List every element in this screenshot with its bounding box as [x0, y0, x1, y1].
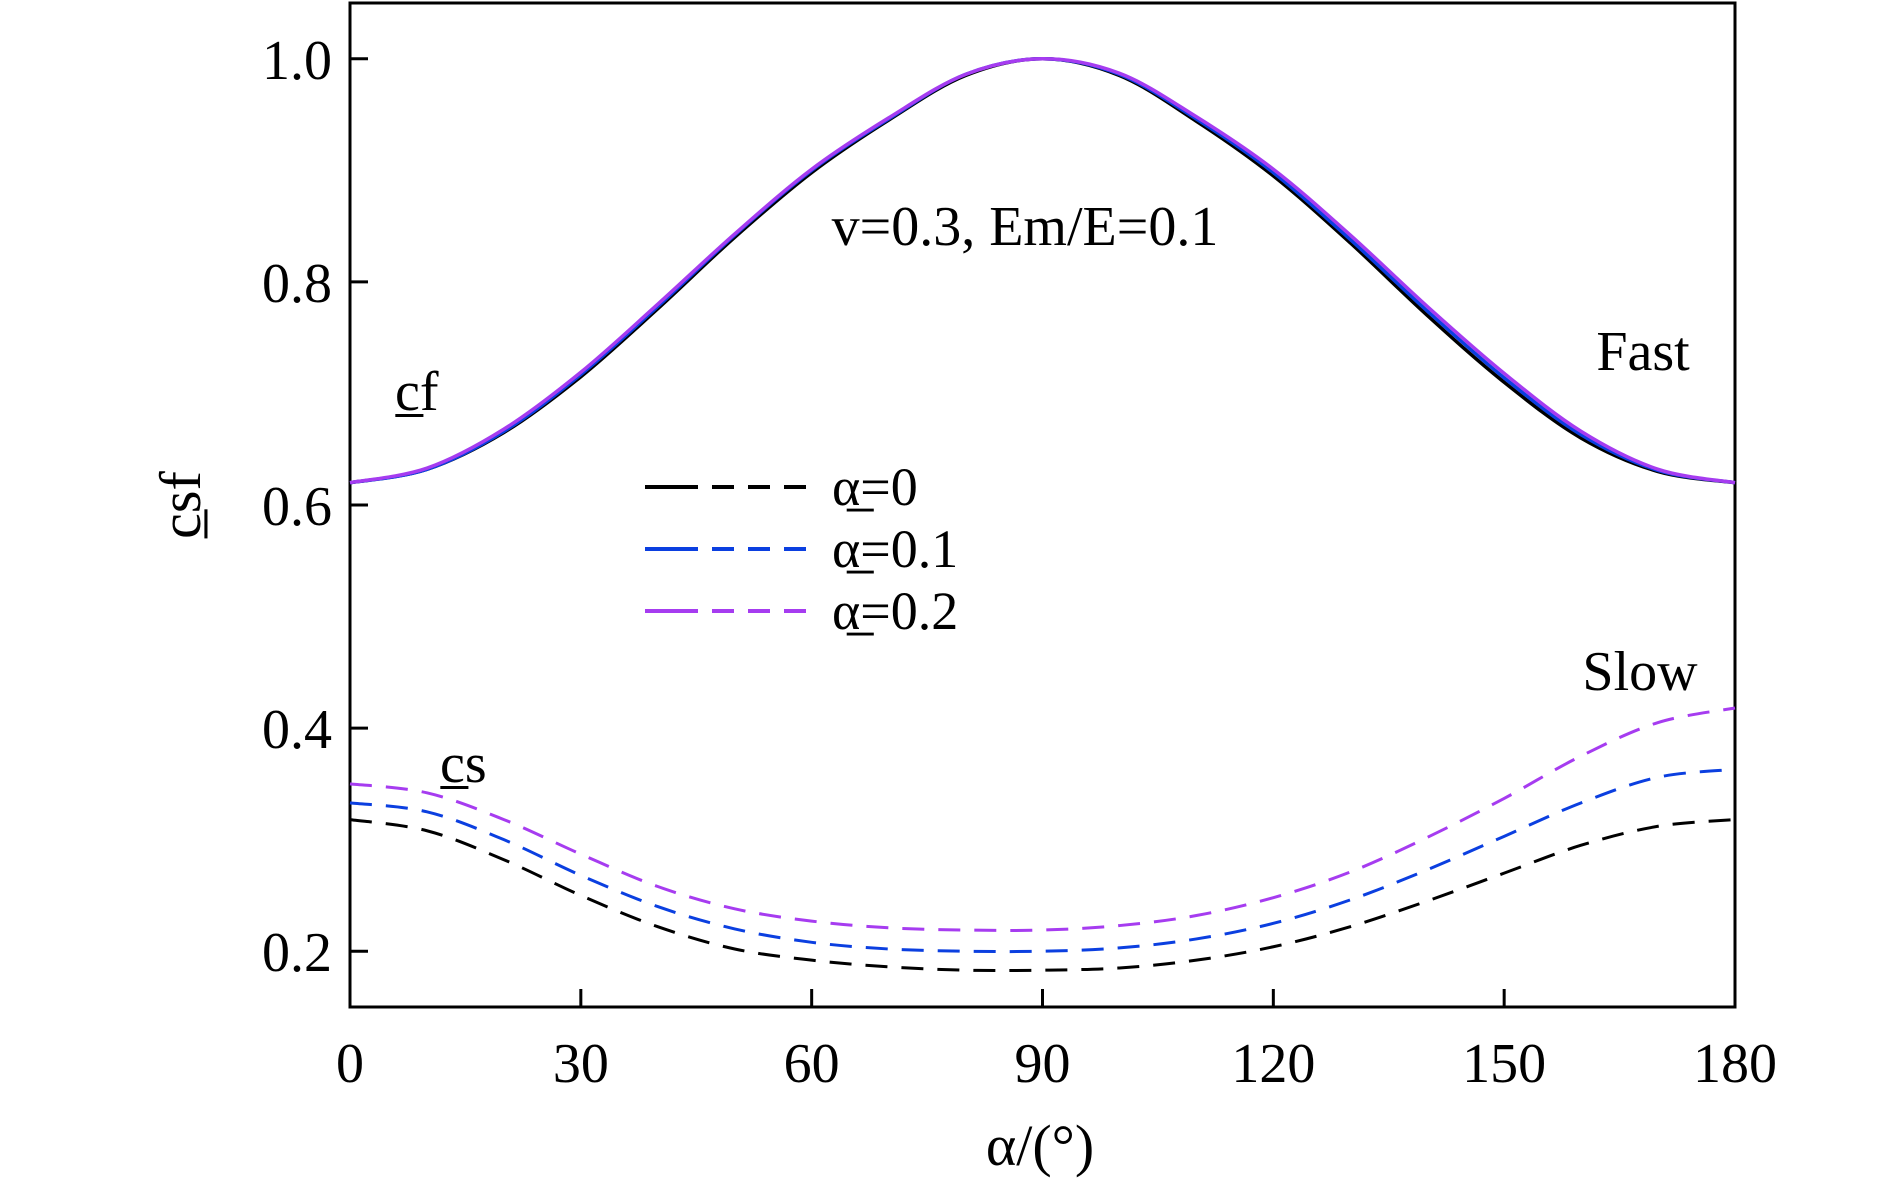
x-axis-label: α/(°)	[986, 1113, 1094, 1178]
slow-label: Slow	[1582, 641, 1698, 703]
series-line-slow	[349, 818, 1736, 973]
y-tick-label: 0.6	[262, 476, 332, 538]
x-tick-label: 60	[784, 1033, 840, 1095]
series-line-fast	[349, 57, 1736, 485]
x-tick-label: 30	[553, 1033, 609, 1095]
series-line-slow	[349, 706, 1736, 932]
x-tick-label: 120	[1231, 1033, 1315, 1095]
series-layer	[349, 57, 1736, 973]
cf-annotation: c̲f	[394, 361, 438, 423]
x-tick-label: 90	[1015, 1033, 1071, 1095]
cs-annotation: c̲s	[439, 733, 486, 795]
y-tick-label: 0.2	[262, 922, 332, 984]
series-line-slow	[349, 767, 1736, 954]
legend-label: α̲=0.1	[832, 519, 958, 579]
params-annotation: v=0.3, Em/E=0.1	[832, 196, 1219, 258]
y-tick-label: 1.0	[262, 30, 332, 92]
x-tick-label: 0	[336, 1033, 364, 1095]
x-tick-label: 150	[1462, 1033, 1546, 1095]
y-tick-label: 0.8	[262, 253, 332, 315]
fast-label: Fast	[1596, 321, 1690, 383]
series-line-fast	[349, 57, 1736, 485]
legend-label: α̲=0.2	[832, 581, 958, 641]
y-tick-label: 0.4	[262, 699, 332, 761]
legend-label: α̲=0	[832, 457, 918, 517]
x-tick-label: 180	[1693, 1033, 1777, 1095]
series-line-fast	[349, 57, 1736, 485]
y-axis-label: c̲sf	[148, 471, 213, 539]
plot-frame	[348, 1, 1737, 1009]
legend: α̲=0α̲=0.1α̲=0.2	[645, 457, 958, 641]
axis-ticks: 0 30 60 90 120 150 180 0.2 0.4 0.6 0.8 1.0	[262, 30, 1777, 1095]
